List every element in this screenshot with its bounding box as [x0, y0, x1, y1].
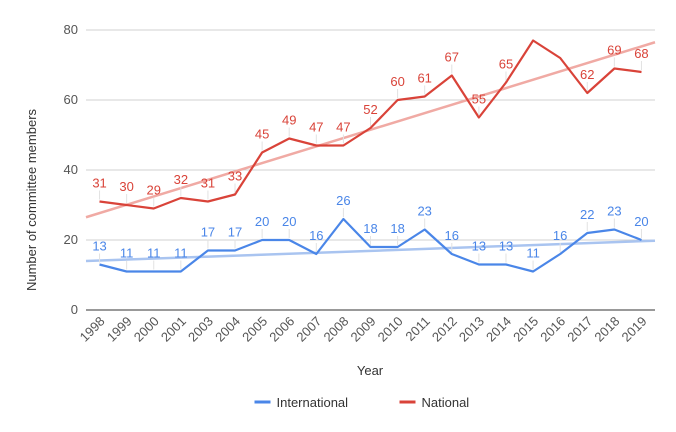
gridlines — [86, 29, 655, 311]
data-label: 68 — [634, 46, 648, 61]
data-label: 11 — [120, 246, 134, 261]
legend: International National — [254, 395, 470, 410]
x-tick-label: 2018 — [591, 314, 622, 345]
x-tick-label: 2016 — [537, 314, 568, 345]
data-label: 20 — [255, 214, 269, 229]
data-label: 69 — [607, 43, 621, 58]
legend-label: International — [277, 395, 349, 410]
data-label: 20 — [634, 214, 648, 229]
data-label: 49 — [282, 113, 296, 128]
x-tick-label: 2004 — [212, 314, 243, 345]
data-label: 16 — [553, 228, 567, 243]
legend-label: National — [422, 395, 470, 410]
x-tick-label: 2009 — [348, 314, 379, 345]
data-label: 62 — [580, 67, 594, 82]
data-label: 18 — [363, 221, 377, 236]
y-tick-label: 20 — [64, 232, 78, 247]
series-line — [99, 39, 642, 210]
data-label: 23 — [607, 204, 621, 219]
x-tick-label: 2019 — [619, 314, 650, 345]
y-axis-ticks: 0 20 40 60 80 — [64, 22, 78, 317]
data-label: 32 — [174, 172, 188, 187]
data-label: 61 — [417, 71, 431, 86]
data-label: 29 — [147, 183, 161, 198]
data-label: 23 — [417, 204, 431, 219]
x-tick-label: 2008 — [320, 314, 351, 345]
y-axis-title: Number of committee members — [24, 108, 39, 291]
x-tick-label: 1998 — [77, 314, 108, 345]
data-label: 17 — [228, 225, 242, 240]
x-tick-label: 2015 — [510, 314, 541, 345]
data-label: 11 — [147, 246, 161, 261]
data-label: 30 — [119, 179, 133, 194]
data-label: 17 — [201, 225, 215, 240]
data-label: 33 — [228, 169, 242, 184]
data-labels: 13 11 11 11 17 17 20 20 16 26 18 18 23 16 13 13 11 16 22 23… — [92, 43, 649, 270]
data-label: 13 — [499, 239, 513, 254]
data-label: 16 — [309, 228, 323, 243]
data-label: 22 — [580, 207, 594, 222]
x-tick-label: 2003 — [185, 314, 216, 345]
data-label: 18 — [390, 221, 404, 236]
y-tick-label: 60 — [64, 92, 78, 107]
x-tick-label: 2017 — [564, 314, 595, 345]
data-label: 11 — [526, 246, 540, 261]
x-tick-label: 2001 — [158, 314, 189, 345]
data-label: 31 — [92, 176, 106, 191]
data-label: 45 — [255, 127, 269, 142]
data-label: 52 — [363, 102, 377, 117]
x-tick-label: 2006 — [266, 314, 297, 345]
data-label: 13 — [92, 239, 106, 254]
x-tick-label: 1999 — [104, 314, 135, 345]
x-tick-label: 2005 — [239, 314, 270, 345]
data-label: 31 — [201, 176, 215, 191]
data-label: 47 — [309, 120, 323, 135]
y-tick-label: 40 — [64, 162, 78, 177]
x-tick-label: 2007 — [293, 314, 324, 345]
data-label: 20 — [282, 214, 296, 229]
x-tick-label: 2010 — [375, 314, 406, 345]
data-label: 67 — [445, 50, 459, 65]
data-label: 65 — [499, 57, 513, 72]
x-tick-label: 2011 — [402, 314, 432, 344]
data-label: 11 — [174, 246, 188, 261]
y-tick-label: 80 — [64, 22, 78, 37]
x-axis-title: Year — [357, 363, 384, 378]
x-tick-label: 2013 — [456, 314, 487, 345]
data-label: 16 — [445, 228, 459, 243]
series-lines — [99, 39, 642, 273]
data-label: 13 — [472, 239, 486, 254]
x-tick-label: 2014 — [483, 314, 514, 345]
data-label: 26 — [336, 193, 350, 208]
data-label: 47 — [336, 120, 350, 135]
series-line — [99, 217, 642, 273]
x-tick-label: 2000 — [131, 314, 162, 345]
y-tick-label: 0 — [71, 302, 78, 317]
data-label: 60 — [390, 74, 404, 89]
data-label: 55 — [472, 92, 486, 107]
x-axis-ticks: 1998199920002001200320042005200620072008… — [77, 314, 650, 345]
x-tick-label: 2012 — [429, 314, 460, 345]
